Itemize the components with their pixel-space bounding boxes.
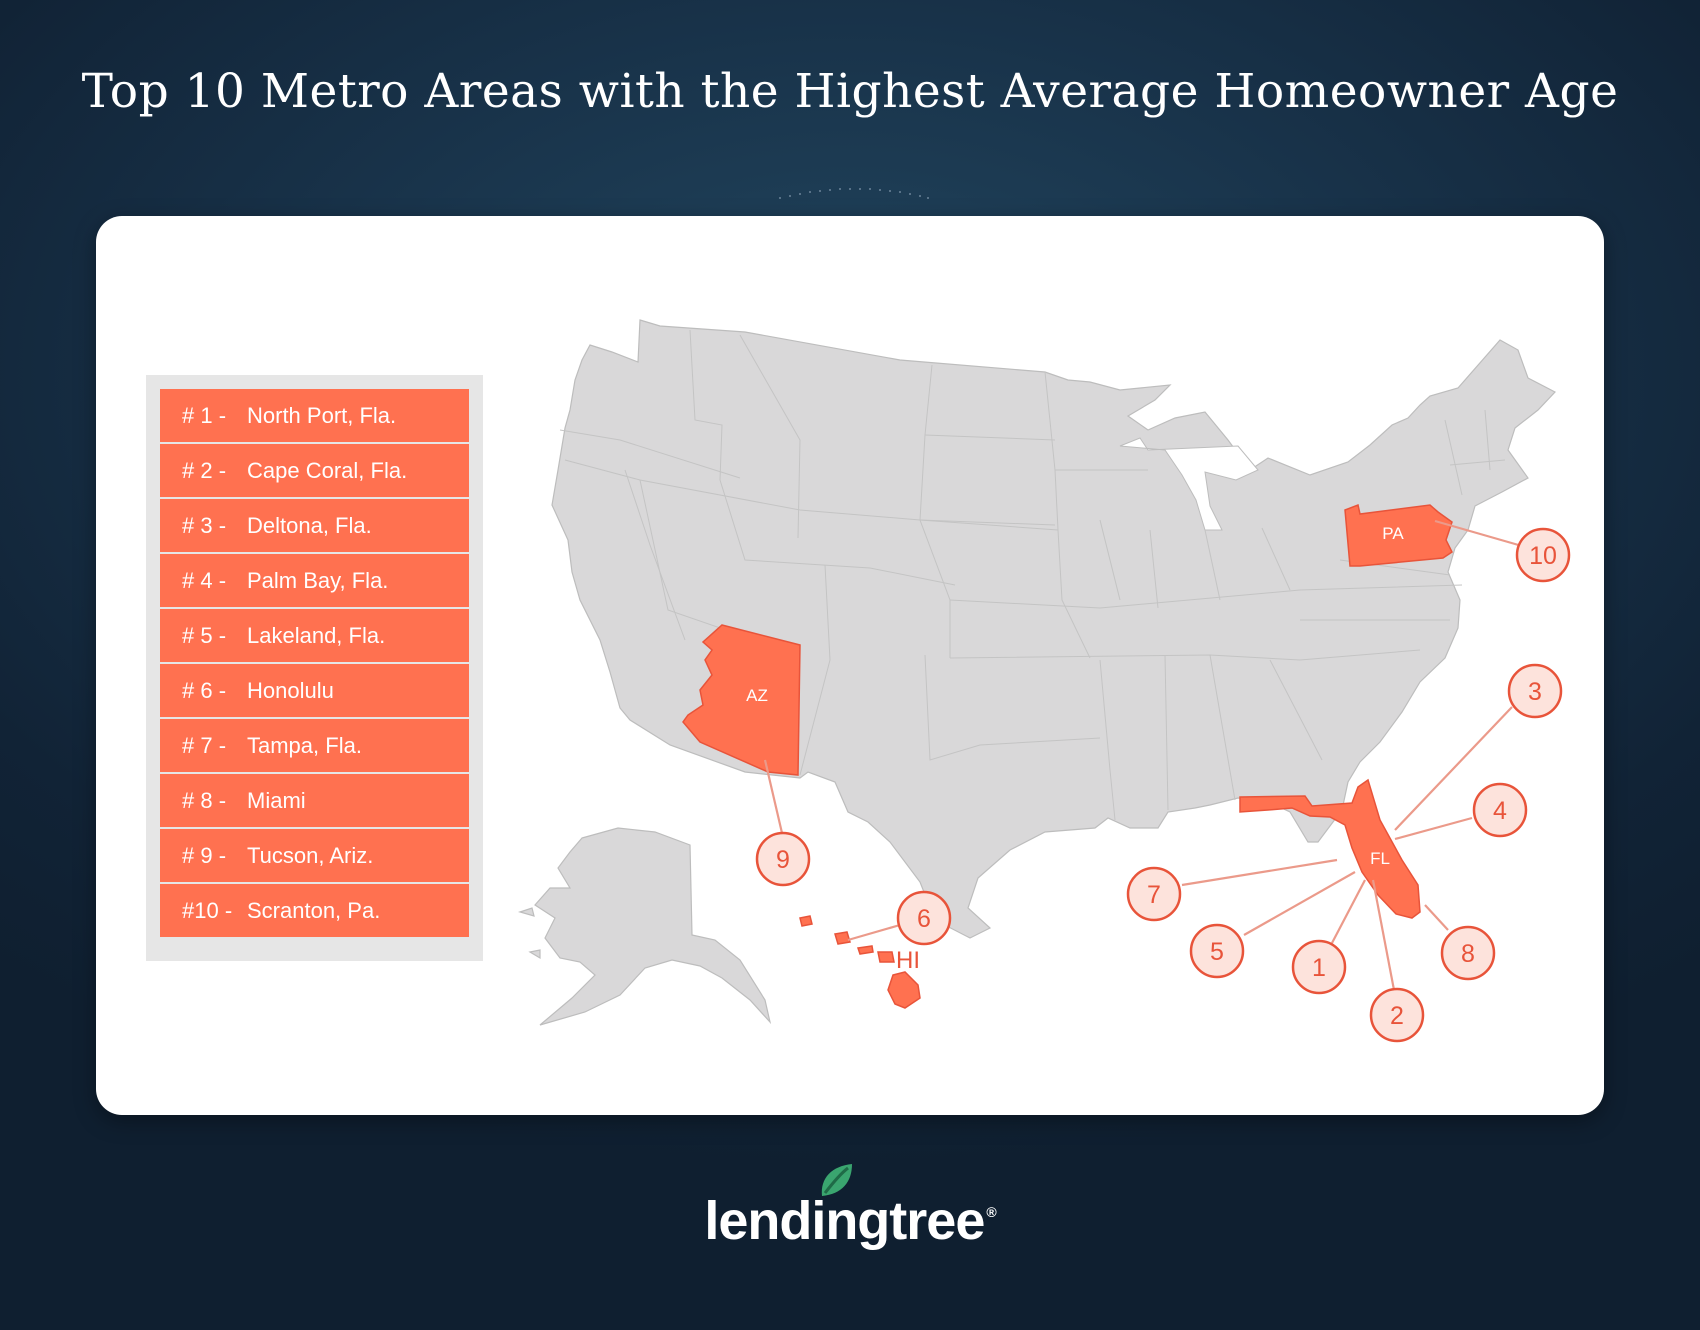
marker-8: 8	[1440, 925, 1496, 981]
rank-city: Miami	[247, 787, 306, 813]
rank-number: # 4 -	[182, 567, 227, 593]
leader-lines	[763, 519, 1523, 991]
marker-10: 10	[1515, 527, 1571, 583]
rank-number: # 6 -	[182, 677, 227, 703]
rank-number: # 9 -	[182, 842, 227, 868]
marker-1-label: 1	[1312, 954, 1326, 982]
rank-city: Honolulu	[247, 677, 334, 703]
marker-6-label: 6	[917, 905, 931, 933]
marker-5: 5	[1189, 923, 1245, 979]
rank-number: # 5 -	[182, 622, 227, 648]
ranking-row: # 7 - Tampa, Fla.	[160, 719, 469, 772]
marker-9-label: 9	[776, 846, 790, 874]
rank-number: # 8 -	[182, 787, 227, 813]
marker-10-label: 10	[1529, 542, 1557, 570]
alaska-shape	[534, 827, 772, 1026]
state-label-fl: FL	[1370, 849, 1390, 868]
ranking-row: # 4 - Palm Bay, Fla.	[160, 554, 469, 607]
marker-4: 4	[1472, 782, 1528, 838]
rank-city: Cape Coral, Fla.	[247, 457, 408, 483]
leaf-icon	[821, 1164, 852, 1196]
rank-city: Deltona, Fla.	[247, 512, 372, 538]
marker-1: 1	[1291, 939, 1347, 995]
marker-7: 7	[1126, 866, 1182, 922]
ranking-row: # 5 - Lakeland, Fla.	[160, 609, 469, 662]
marker-2-label: 2	[1390, 1002, 1404, 1030]
ranking-row: # 9 - Tucson, Ariz.	[160, 829, 469, 882]
great-lakes	[1119, 437, 1259, 531]
ranking-row: # 6 - Honolulu	[160, 664, 469, 717]
page-title: Top 10 Metro Areas with the Highest Aver…	[81, 64, 1619, 119]
marker-5-label: 5	[1210, 938, 1224, 966]
rank-city: Scranton, Pa.	[247, 897, 381, 923]
aleutian-islands	[517, 907, 541, 960]
rank-city: Palm Bay, Fla.	[247, 567, 389, 593]
ranking-row: # 1 - North Port, Fla.	[160, 389, 469, 442]
state-boundaries	[559, 329, 1506, 821]
lendingtree-logo: lendingtree ®	[0, 1160, 1700, 1260]
brand-name: lendingtree	[704, 1191, 985, 1251]
arizona-shape	[682, 624, 801, 776]
rank-number: # 7 -	[182, 732, 227, 758]
rank-city: Lakeland, Fla.	[247, 622, 386, 648]
us-contiguous-shape	[551, 319, 1556, 939]
rank-number: # 2 -	[182, 457, 227, 483]
divider-dots	[779, 188, 929, 199]
florida-shape	[1239, 778, 1421, 919]
ranking-row: # 2 - Cape Coral, Fla.	[160, 444, 469, 497]
state-label-hi: HI	[896, 947, 920, 974]
marker-2: 2	[1369, 987, 1425, 1043]
rank-city: Tucson, Ariz.	[247, 842, 374, 868]
marker-9: 9	[755, 831, 811, 887]
state-label-pa: PA	[1382, 524, 1404, 543]
marker-7-label: 7	[1147, 881, 1161, 909]
rank-city: North Port, Fla.	[247, 402, 397, 428]
rank-number: # 3 -	[182, 512, 227, 538]
ranking-row: # 8 - Miami	[160, 774, 469, 827]
marker-4-label: 4	[1493, 797, 1507, 825]
marker-3-label: 3	[1528, 678, 1542, 706]
rank-number: # 1 -	[182, 402, 227, 428]
rank-city: Tampa, Fla.	[247, 732, 362, 758]
rank-number: #10 -	[182, 897, 233, 923]
pennsylvania-shape	[1344, 503, 1453, 567]
marker-8-label: 8	[1461, 940, 1475, 968]
hawaii-islands	[799, 915, 921, 1009]
marker-3: 3	[1507, 663, 1563, 719]
ranking-row: # 3 - Deltona, Fla.	[160, 499, 469, 552]
state-label-az: AZ	[746, 686, 768, 705]
ranking-row: #10 - Scranton, Pa.	[160, 884, 469, 937]
logo-text: lendingtree ®	[0, 1190, 1700, 1252]
marker-6: 6	[896, 890, 952, 946]
ranking-list: # 1 - North Port, Fla. # 2 - Cape Coral,…	[146, 375, 483, 961]
trademark-symbol: ®	[986, 1204, 996, 1220]
